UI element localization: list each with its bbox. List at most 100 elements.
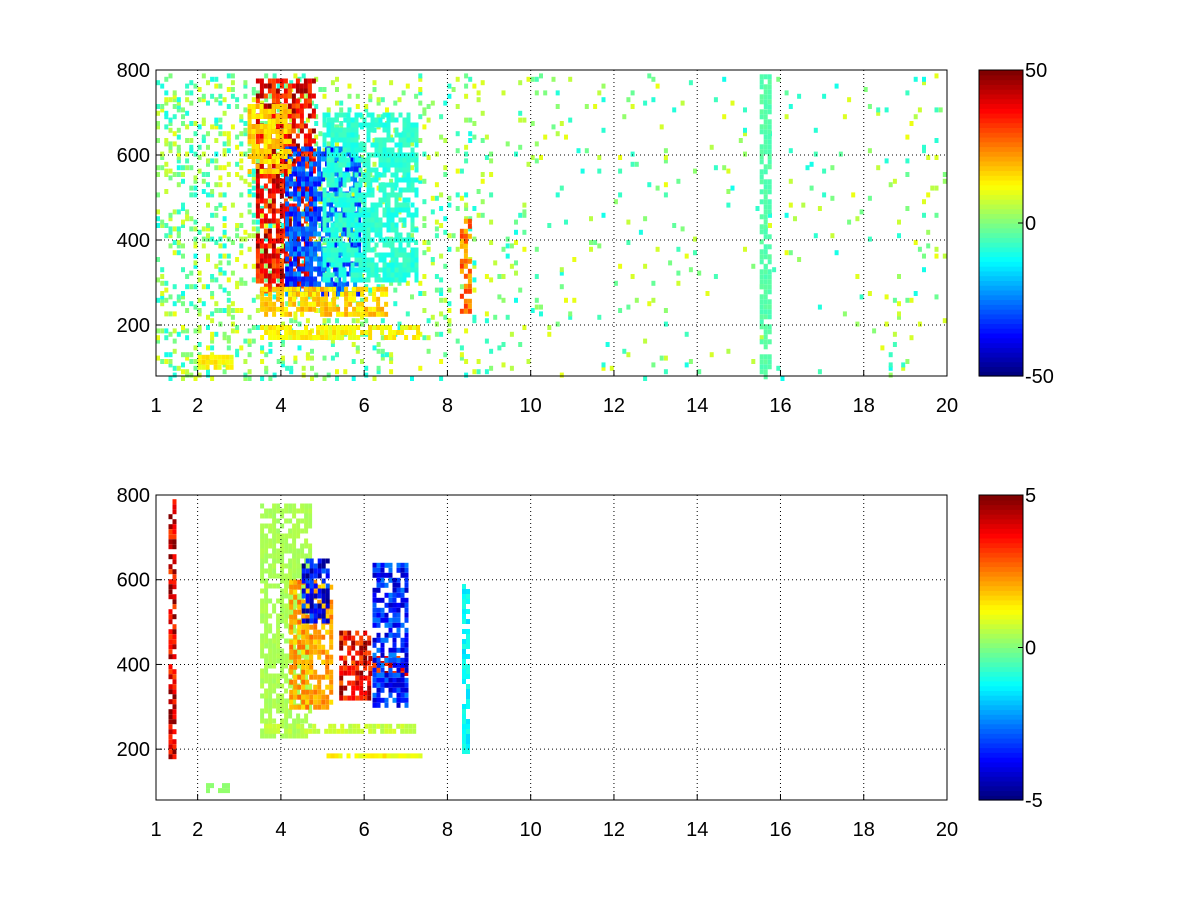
heatmap-cell	[322, 142, 327, 148]
heatmap-cell	[443, 138, 448, 143]
heatmap-cell	[287, 169, 292, 174]
heatmap-cell	[336, 728, 341, 734]
heatmap-cell	[295, 148, 300, 154]
heatmap-cell	[197, 270, 202, 276]
heatmap-cell	[280, 698, 285, 704]
heatmap-cell	[317, 674, 322, 680]
x-tick-label: 1	[150, 819, 161, 841]
heatmap-cell	[309, 216, 314, 222]
heatmap-cell	[272, 683, 277, 689]
heatmap-cell	[193, 304, 198, 310]
heatmap-cell	[259, 169, 264, 174]
heatmap-cell	[259, 238, 264, 244]
heatmap-cell	[759, 304, 764, 310]
x-tick-label: 14	[686, 395, 708, 417]
heatmap-cell	[514, 151, 518, 157]
heatmap-cell	[276, 83, 281, 89]
heatmap-cell	[767, 329, 772, 335]
heatmap-cell	[305, 694, 310, 700]
heatmap-cell	[272, 563, 277, 569]
heatmap-cell	[348, 311, 353, 317]
heatmap-cell	[406, 267, 411, 273]
heatmap-cell	[172, 141, 177, 147]
heatmap-cell	[300, 718, 305, 724]
heatmap-cell	[422, 107, 427, 113]
heatmap-cell	[301, 669, 306, 675]
heatmap-cell	[301, 236, 306, 242]
heatmap-cell	[304, 553, 309, 559]
heatmap-cell	[751, 263, 756, 269]
heatmap-cell	[394, 267, 399, 273]
heatmap-cell	[210, 189, 215, 194]
heatmap-cell	[309, 634, 314, 640]
heatmap-cell	[293, 619, 298, 625]
heatmap-cell	[344, 728, 349, 734]
heatmap-cell	[663, 182, 668, 188]
heatmap-cell	[351, 690, 356, 696]
heatmap-cell	[384, 677, 389, 683]
heatmap-cell	[275, 248, 280, 254]
heatmap-cell	[222, 362, 227, 368]
heatmap-cell	[349, 241, 354, 247]
heatmap-cell	[271, 193, 276, 199]
heatmap-cell	[342, 142, 347, 148]
heatmap-cell	[767, 189, 772, 195]
heatmap-cell	[463, 258, 468, 264]
heatmap-cell	[303, 143, 308, 149]
heatmap-cell	[301, 281, 306, 287]
heatmap-cell	[398, 232, 403, 238]
heatmap-cell	[285, 176, 290, 182]
colorbar-swatch	[979, 332, 1023, 339]
heatmap-cell	[193, 376, 198, 381]
heatmap-cell	[235, 325, 240, 330]
heatmap-cell	[289, 679, 294, 685]
heatmap-cell	[235, 161, 240, 167]
heatmap-cell	[309, 689, 314, 695]
heatmap-cell	[634, 161, 639, 167]
heatmap-cell	[289, 206, 294, 212]
heatmap-cell	[351, 635, 356, 641]
heatmap-cell	[355, 104, 360, 109]
colorbar-swatch	[979, 347, 1023, 353]
heatmap-cell	[400, 587, 405, 593]
heatmap-cell	[326, 372, 331, 378]
heatmap-cell	[396, 672, 401, 678]
heatmap-cell	[318, 131, 323, 137]
heatmap-cell	[763, 84, 768, 90]
heatmap-cell	[357, 201, 362, 207]
heatmap-cell	[514, 297, 518, 303]
heatmap-cell	[247, 182, 252, 188]
heatmap-cell	[230, 314, 235, 320]
heatmap-cell	[332, 723, 337, 729]
x-tick-label: 4	[275, 395, 286, 417]
heatmap-cell	[767, 274, 772, 280]
heatmap-cell	[197, 87, 202, 92]
heatmap-cell	[279, 183, 284, 189]
heatmap-cell	[284, 713, 289, 719]
heatmap-cell	[343, 630, 348, 636]
heatmap-cell	[468, 76, 473, 82]
heatmap-cell	[350, 247, 355, 253]
heatmap-cell	[309, 191, 314, 197]
heatmap-cell	[293, 276, 298, 282]
heatmap-cell	[168, 744, 173, 750]
heatmap-cell	[264, 508, 269, 514]
heatmap-cell	[418, 73, 423, 79]
heatmap-cell	[374, 147, 379, 153]
heatmap-cell	[388, 652, 393, 658]
heatmap-cell	[388, 723, 393, 729]
heatmap-cell	[358, 192, 363, 198]
heatmap-cell	[386, 147, 391, 153]
heatmap-cell	[309, 558, 314, 564]
heatmap-cell	[325, 593, 330, 599]
heatmap-cell	[368, 311, 373, 317]
heatmap-cell	[388, 672, 393, 678]
heatmap-cell	[313, 241, 318, 247]
heatmap-cell	[414, 93, 419, 99]
heatmap-cell	[384, 723, 389, 729]
heatmap-cell	[280, 708, 285, 714]
heatmap-cell	[197, 168, 202, 174]
heatmap-cell	[630, 104, 635, 109]
heatmap-cell	[260, 618, 265, 624]
heatmap-cell	[297, 191, 302, 197]
